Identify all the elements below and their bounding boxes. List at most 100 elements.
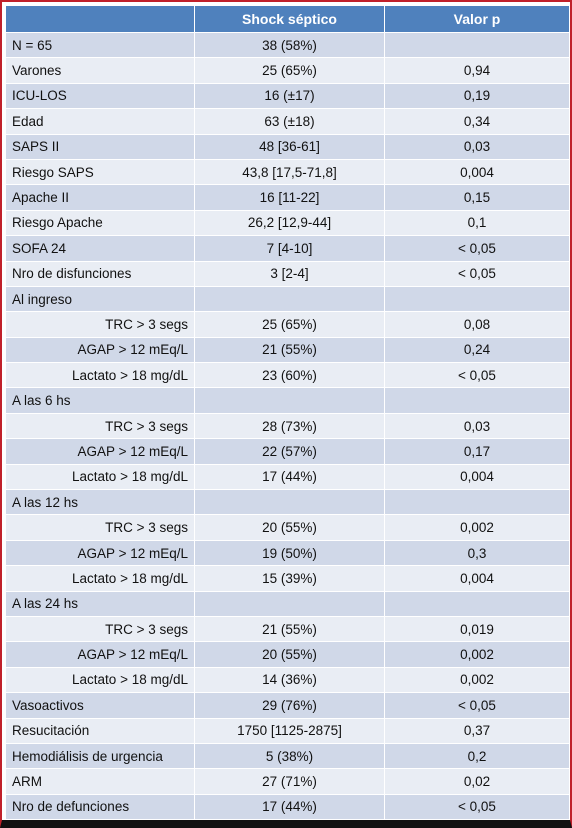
row-label: Nro de disfunciones [5,260,195,287]
row-label: TRC > 3 segs [5,615,195,643]
header-shock-septico: Shock séptico [194,5,385,33]
table-row: Nro de defunciones 17 (44%) < 0,05 [5,793,570,821]
row-label: Resucitación [5,717,195,744]
p-value: 0,02 [384,768,570,795]
shock-septico-value: 17 (44%) [194,463,385,491]
p-value: 0,004 [384,158,570,186]
table-row: SOFA 24 7 [4-10] < 0,05 [5,235,570,262]
row-label: Lactato > 18 mg/dL [5,362,195,389]
shock-septico-value [194,590,385,617]
table-row: Riesgo Apache 26,2 [12,9-44] 0,1 [5,209,570,237]
table-row: AGAP > 12 mEq/L 19 (50%) 0,3 [5,539,570,567]
results-table: Shock séptico Valor p N = 65 38 (58%) Varo… [5,5,570,821]
shock-septico-value [194,285,385,313]
shock-septico-value: 29 (76%) [194,692,385,719]
table-row: TRC > 3 segs 25 (65%) 0,08 [5,311,570,338]
row-label: ARM [5,768,195,795]
table-body: N = 65 38 (58%) Varones 25 (65%) 0,94 ICU-LOS… [5,31,570,821]
p-value: 0,94 [384,57,570,84]
row-label: Riesgo Apache [5,209,195,237]
p-value: 0,37 [384,717,570,744]
row-label: A las 12 hs [5,489,195,516]
p-value: 0,03 [384,412,570,440]
p-value: 0,15 [384,184,570,211]
row-label: Nro de defunciones [5,793,195,821]
table-row: ICU-LOS 16 (±17) 0,19 [5,82,570,110]
table-row: Vasoactivos 29 (76%) < 0,05 [5,692,570,719]
shock-septico-value: 16 [11-22] [194,184,385,211]
shock-septico-value: 17 (44%) [194,793,385,821]
table-row: SAPS II 48 [36-61] 0,03 [5,133,570,160]
shock-septico-value: 25 (65%) [194,57,385,84]
shock-septico-value: 21 (55%) [194,336,385,364]
p-value [384,590,570,617]
table-row: Edad 63 (±18) 0,34 [5,108,570,135]
table-row: AGAP > 12 mEq/L 22 (57%) 0,17 [5,438,570,465]
row-label: SOFA 24 [5,235,195,262]
shock-septico-value: 28 (73%) [194,412,385,440]
table-row: TRC > 3 segs 28 (73%) 0,03 [5,412,570,440]
shock-septico-value: 16 (±17) [194,82,385,110]
table-row: Lactato > 18 mg/dL 15 (39%) 0,004 [5,565,570,592]
shock-septico-value: 27 (71%) [194,768,385,795]
shock-septico-value: 25 (65%) [194,311,385,338]
table-row: ARM 27 (71%) 0,02 [5,768,570,795]
p-value: 0,002 [384,514,570,541]
table-row: Apache II 16 [11-22] 0,15 [5,184,570,211]
table-row: N = 65 38 (58%) [5,31,570,59]
table-row: TRC > 3 segs 21 (55%) 0,019 [5,615,570,643]
table-row: TRC > 3 segs 20 (55%) 0,002 [5,514,570,541]
shock-septico-value: 5 (38%) [194,742,385,770]
row-label: AGAP > 12 mEq/L [5,539,195,567]
p-value: 0,34 [384,108,570,135]
p-value: 0,019 [384,615,570,643]
p-value: 0,002 [384,666,570,694]
table-row: Al ingreso [5,285,570,313]
p-value [384,387,570,414]
row-label: ICU-LOS [5,82,195,110]
table-row: A las 6 hs [5,387,570,414]
p-value: 0,03 [384,133,570,160]
table-row: Resucitación 1750 [1125-2875] 0,37 [5,717,570,744]
shock-septico-value: 14 (36%) [194,666,385,694]
row-label: Lactato > 18 mg/dL [5,666,195,694]
p-value: 0,3 [384,539,570,567]
p-value: 0,24 [384,336,570,364]
p-value [384,285,570,313]
table-row: A las 24 hs [5,590,570,617]
row-label: A las 6 hs [5,387,195,414]
row-label: Vasoactivos [5,692,195,719]
shock-septico-value: 22 (57%) [194,438,385,465]
shock-septico-value: 20 (55%) [194,514,385,541]
p-value: 0,08 [384,311,570,338]
row-label: N = 65 [5,31,195,59]
row-label: AGAP > 12 mEq/L [5,336,195,364]
p-value: 0,19 [384,82,570,110]
row-label: TRC > 3 segs [5,412,195,440]
p-value: < 0,05 [384,692,570,719]
shock-septico-value: 43,8 [17,5-71,8] [194,158,385,186]
row-label: AGAP > 12 mEq/L [5,438,195,465]
shock-septico-value [194,489,385,516]
shock-septico-value: 63 (±18) [194,108,385,135]
header-corner-cell [5,5,195,33]
row-label: Varones [5,57,195,84]
p-value [384,489,570,516]
table-row: Lactato > 18 mg/dL 23 (60%) < 0,05 [5,362,570,389]
p-value: 0,004 [384,463,570,491]
row-label: Lactato > 18 mg/dL [5,463,195,491]
row-label: Hemodiálisis de urgencia [5,742,195,770]
table-header-row: Shock séptico Valor p [5,5,570,33]
row-label: A las 24 hs [5,590,195,617]
p-value: < 0,05 [384,260,570,287]
row-label: Lactato > 18 mg/dL [5,565,195,592]
table-row: Lactato > 18 mg/dL 14 (36%) 0,002 [5,666,570,694]
shock-septico-value: 26,2 [12,9-44] [194,209,385,237]
p-value [384,31,570,59]
p-value: < 0,05 [384,235,570,262]
row-label: Riesgo SAPS [5,158,195,186]
shock-septico-value: 23 (60%) [194,362,385,389]
shock-septico-value [194,387,385,414]
row-label: AGAP > 12 mEq/L [5,641,195,668]
row-label: TRC > 3 segs [5,514,195,541]
